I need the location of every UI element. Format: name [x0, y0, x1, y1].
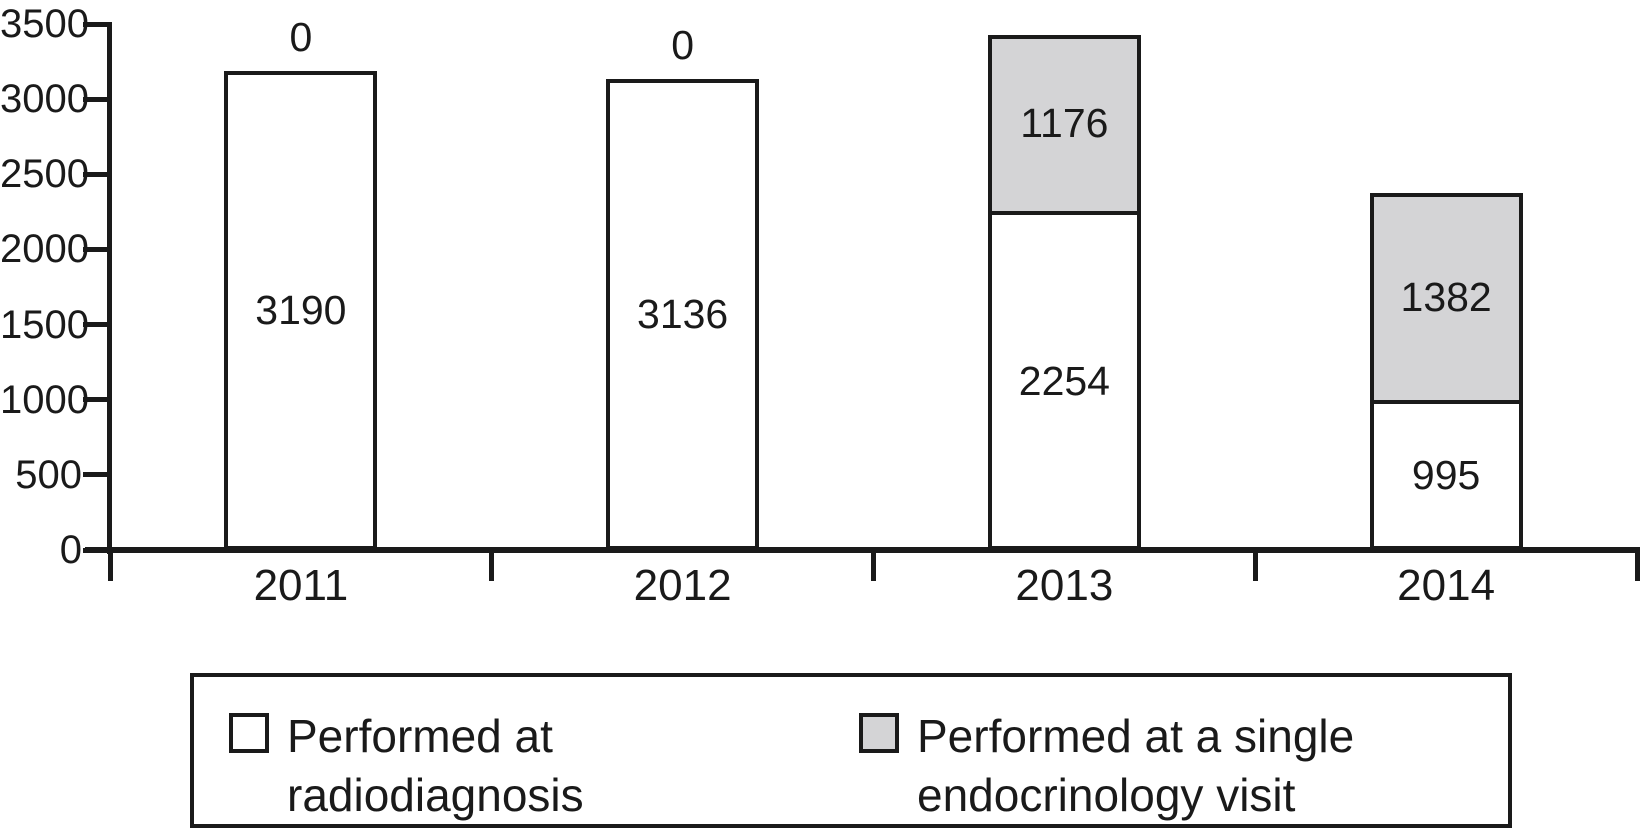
bar-value-label-endocrinology-2014: 1382 — [1400, 273, 1492, 320]
y-axis-tick — [83, 21, 107, 27]
y-axis-tick — [83, 171, 107, 177]
y-axis-line — [107, 22, 112, 554]
x-axis-category-label-2012: 2012 — [633, 561, 732, 610]
bar-segment-endocrinology-2014 — [1369, 192, 1523, 405]
x-axis-tick — [489, 551, 495, 581]
y-axis-tick-label: 3500 — [0, 2, 89, 46]
x-axis-tick — [871, 551, 876, 581]
bar-value-label-radiodiagnosis-2014: 995 — [1411, 452, 1481, 499]
y-axis-tick-label: 3000 — [0, 77, 89, 122]
chart-legend: Performed at radiodiagnosis Performed at… — [190, 673, 1512, 828]
bar-value-label-radiodiagnosis-2012: 3136 — [637, 291, 729, 338]
legend-label-line: endocrinology visit — [917, 769, 1296, 821]
x-axis-tick — [1634, 551, 1640, 581]
gray-square-icon — [859, 713, 899, 753]
bar-segment-radiodiagnosis-2011 — [224, 70, 378, 550]
bar-segment-radiodiagnosis-2013 — [987, 211, 1141, 550]
x-axis-category-label-2014: 2014 — [1397, 561, 1496, 610]
y-axis-tick-label: 1500 — [0, 302, 89, 347]
y-axis-tick — [83, 246, 107, 252]
y-axis-tick-label: 2000 — [0, 227, 89, 272]
x-axis-line — [85, 547, 1640, 553]
bar-value-label-radiodiagnosis-2013: 2254 — [1018, 357, 1110, 404]
y-axis-tick-label: 500 — [15, 452, 82, 497]
legend-label-radiodiagnosis: Performed at radiodiagnosis — [287, 707, 584, 825]
white-square-icon — [229, 713, 269, 753]
bar-segment-endocrinology-2013 — [987, 34, 1141, 216]
legend-label-endocrinology: Performed at a single endocrinology visi… — [917, 707, 1354, 825]
legend-item-endocrinology: Performed at a single endocrinology visi… — [859, 707, 1354, 825]
bar-value-label-endocrinology-2013: 1176 — [1020, 99, 1109, 146]
x-axis-category-label-2011: 2011 — [253, 561, 349, 610]
y-axis-tick-label: 0 — [59, 528, 82, 572]
x-axis-tick — [107, 551, 113, 581]
legend-label-line: Performed at a single — [917, 710, 1355, 762]
y-axis-tick — [83, 96, 107, 102]
legend-label-line: radiodiagnosis — [287, 769, 584, 821]
x-axis-category-label-2013: 2013 — [1015, 561, 1114, 610]
bar-segment-radiodiagnosis-2012 — [606, 78, 760, 550]
legend-label-line: Performed at — [287, 710, 553, 762]
y-axis-tick — [83, 322, 107, 328]
y-axis-tick-label: 1000 — [0, 377, 89, 422]
legend-item-radiodiagnosis: Performed at radiodiagnosis — [229, 707, 584, 825]
bar-value-label-endocrinology-2011: 0 — [289, 13, 313, 60]
bar-value-label-radiodiagnosis-2011: 3190 — [255, 287, 347, 334]
y-axis-tick — [83, 472, 107, 478]
y-axis-tick-label: 2500 — [0, 152, 89, 197]
x-axis-tick — [1252, 551, 1258, 581]
bar-value-label-endocrinology-2012: 0 — [671, 21, 695, 68]
y-axis-tick — [83, 397, 107, 403]
